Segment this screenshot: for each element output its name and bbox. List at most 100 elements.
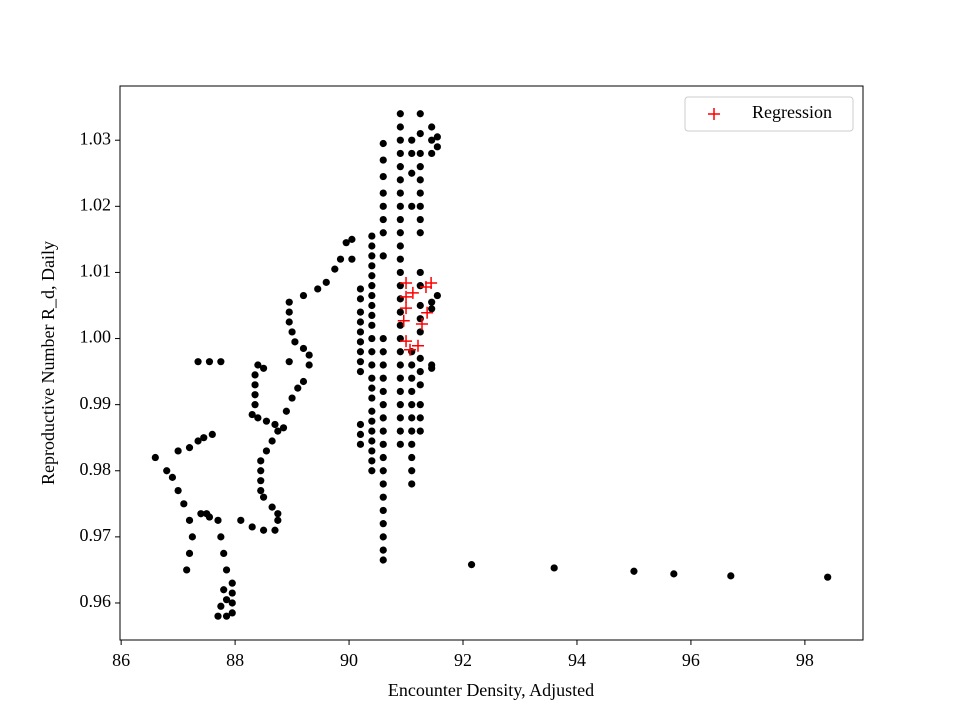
data-point: [396, 189, 404, 197]
data-point: [416, 315, 424, 323]
data-point: [379, 172, 387, 181]
data-point: [408, 440, 416, 448]
regression-point: [397, 314, 410, 327]
data-point: [251, 371, 259, 379]
data-point: [368, 291, 376, 300]
data-point: [379, 520, 387, 528]
data-point: [342, 239, 350, 247]
data-point: [428, 123, 436, 131]
data-point: [379, 387, 387, 396]
data-point: [299, 291, 308, 300]
data-point: [356, 295, 365, 303]
data-point: [396, 242, 404, 250]
data-point: [416, 110, 424, 118]
data-point: [322, 278, 330, 286]
data-point: [408, 361, 416, 369]
data-point: [396, 334, 404, 343]
data-point: [368, 232, 376, 240]
data-point: [408, 453, 416, 462]
data-point: [428, 305, 436, 313]
data-point: [396, 348, 404, 356]
data-point: [285, 358, 293, 366]
data-point: [379, 453, 387, 462]
data-point: [379, 348, 387, 356]
data-point: [550, 564, 558, 572]
x-tick-label: 88: [226, 650, 244, 670]
regression-point: [406, 286, 419, 299]
regression-point: [404, 343, 417, 356]
data-point: [168, 473, 177, 481]
data-point: [408, 136, 416, 144]
data-point: [379, 252, 387, 260]
data-point: [368, 282, 376, 290]
data-point: [416, 301, 424, 310]
y-tick-label: 0.98: [80, 459, 112, 479]
x-tick-label: 90: [340, 650, 358, 670]
data-point: [368, 348, 376, 356]
x-tick-label: 96: [682, 650, 700, 670]
data-point: [254, 361, 262, 369]
data-point: [408, 149, 416, 158]
data-point: [356, 328, 365, 336]
data-point: [396, 414, 404, 422]
data-point: [368, 427, 376, 435]
data-point: [368, 374, 376, 382]
data-point: [368, 447, 376, 455]
data-point: [396, 136, 404, 144]
data-point: [356, 430, 365, 438]
data-point: [368, 417, 376, 425]
data-point: [248, 523, 256, 531]
data-point: [271, 526, 279, 534]
data-point: [305, 361, 313, 369]
data-point: [174, 486, 182, 495]
data-point: [379, 229, 387, 237]
data-point: [433, 133, 441, 141]
data-point: [408, 427, 416, 435]
data-point: [379, 156, 387, 164]
data-point: [433, 291, 441, 300]
regression-point: [400, 290, 413, 303]
data-point: [408, 387, 416, 396]
data-point: [396, 374, 404, 382]
data-point: [416, 163, 424, 171]
data-point: [368, 311, 376, 320]
data-point: [416, 328, 424, 336]
data-point: [274, 516, 282, 524]
data-point: [368, 457, 376, 465]
y-tick-label: 0.97: [80, 525, 112, 545]
data-point: [396, 255, 404, 263]
regression-point: [400, 302, 413, 315]
data-point: [368, 361, 376, 369]
data-point: [396, 427, 404, 435]
data-point: [208, 430, 216, 438]
data-point: [428, 298, 436, 306]
data-point: [416, 414, 424, 422]
data-point: [416, 189, 424, 197]
x-tick-label: 94: [568, 650, 586, 670]
data-point: [379, 414, 387, 422]
y-tick-label: 1.01: [80, 261, 112, 281]
data-point: [416, 176, 424, 184]
data-point: [197, 510, 205, 518]
data-point: [396, 387, 404, 396]
data-point: [416, 282, 424, 290]
data-point: [259, 493, 268, 501]
data-point: [379, 533, 387, 541]
data-point: [217, 602, 225, 610]
data-point: [379, 202, 387, 210]
data-point: [185, 444, 194, 452]
data-point: [408, 480, 416, 488]
data-point: [299, 344, 308, 353]
data-point: [379, 427, 387, 435]
data-point: [416, 202, 424, 210]
data-point: [416, 354, 424, 362]
legend-label: Regression: [752, 102, 832, 122]
data-point: [379, 334, 387, 343]
data-point: [428, 364, 436, 372]
x-tick-label: 92: [454, 650, 472, 670]
data-point: [396, 149, 404, 158]
data-point: [396, 401, 404, 409]
data-point: [416, 401, 424, 409]
data-point: [271, 420, 279, 429]
